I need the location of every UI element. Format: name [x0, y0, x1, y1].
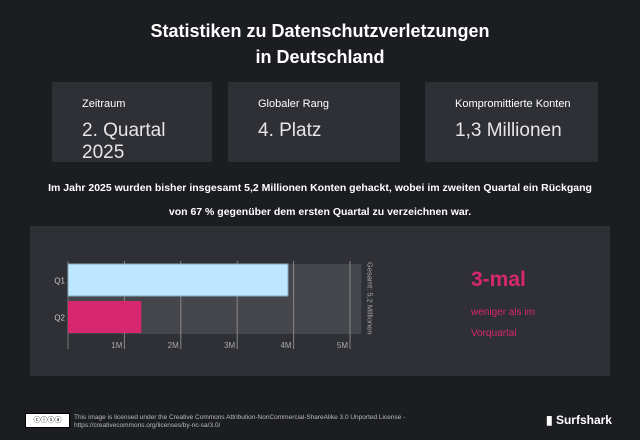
bar-q2	[68, 301, 142, 333]
card-label: Globaler Rang	[258, 98, 329, 110]
cc-license-badge: ⓒⓘⓢⓐ	[25, 413, 70, 428]
card-label: Zeitraum	[82, 98, 126, 110]
y-category-label: Q2	[54, 314, 65, 323]
page-title: Statistiken zu Datenschutzverletzungen i…	[150, 21, 490, 67]
x-tick-label: 1M	[111, 341, 122, 350]
card-rank: Globaler Rang 4. Platz	[228, 82, 400, 162]
license-url[interactable]: https://creativecommons.org/licenses/by-…	[74, 422, 221, 429]
x-tick-label: 2M	[168, 341, 179, 350]
card-value: 2. Quartal 2025	[82, 120, 166, 163]
card-label: Kompromittierte Konten	[455, 98, 571, 110]
surfshark-logo: ▮ Surfshark	[546, 413, 612, 427]
card-period: Zeitraum 2. Quartal 2025	[52, 82, 212, 163]
shark-icon: ▮	[546, 413, 556, 427]
bar-q1	[67, 263, 289, 297]
x-tick-label: 3M	[224, 341, 235, 350]
x-tick-label: 5M	[337, 341, 348, 350]
card-value: 1,3 Millionen	[455, 120, 562, 141]
x-tick-label: 4M	[280, 341, 291, 350]
license-text: This image is licensed under the Creativ…	[74, 414, 405, 430]
y-category-label: Q1	[54, 277, 65, 286]
highlight-value: 3-mal	[471, 268, 526, 291]
highlight-text: weniger als im Vorquartal	[471, 307, 535, 339]
description: Im Jahr 2025 wurden bisher insgesamt 5,2…	[48, 182, 592, 218]
license-line: This image is licensed under the Creativ…	[74, 414, 406, 421]
card-accounts: Kompromittierte Konten 1,3 Millionen	[425, 82, 598, 162]
total-label: Gesamt: 5,2 Millionen	[365, 262, 374, 335]
brand-name: Surfshark	[555, 413, 612, 427]
card-value: 4. Platz	[258, 120, 322, 141]
